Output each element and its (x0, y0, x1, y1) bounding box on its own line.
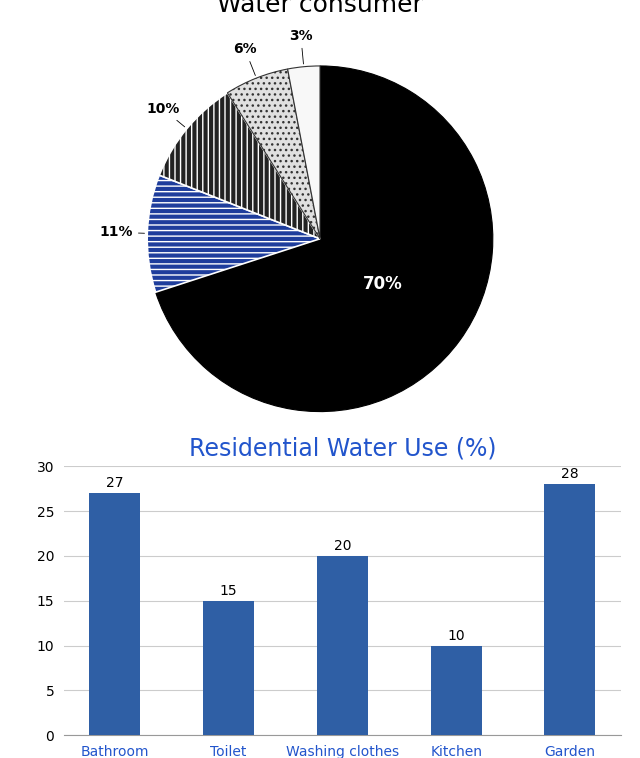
Text: 20: 20 (333, 539, 351, 553)
Bar (431, 646, 482, 735)
Text: 15: 15 (220, 584, 237, 598)
Bar (90, 493, 141, 735)
Wedge shape (147, 175, 320, 292)
Title: Residential Water Use (%): Residential Water Use (%) (189, 436, 496, 460)
Bar (544, 484, 595, 735)
Text: 27: 27 (106, 476, 124, 490)
Wedge shape (287, 66, 320, 239)
Wedge shape (159, 92, 320, 239)
Text: 10%: 10% (146, 102, 185, 127)
Wedge shape (156, 66, 493, 412)
Text: 28: 28 (561, 468, 579, 481)
Bar (203, 600, 254, 735)
Legend: Residential, Industrial, Business, Government, Other: Residential, Industrial, Business, Gover… (95, 468, 545, 491)
Text: 10: 10 (447, 629, 465, 643)
Text: 6%: 6% (233, 42, 257, 76)
Bar (317, 556, 368, 735)
Text: 70%: 70% (363, 275, 403, 293)
Text: 3%: 3% (289, 29, 312, 64)
Wedge shape (227, 69, 320, 239)
Text: 11%: 11% (99, 225, 145, 240)
Title: Water consumer: Water consumer (217, 0, 423, 17)
